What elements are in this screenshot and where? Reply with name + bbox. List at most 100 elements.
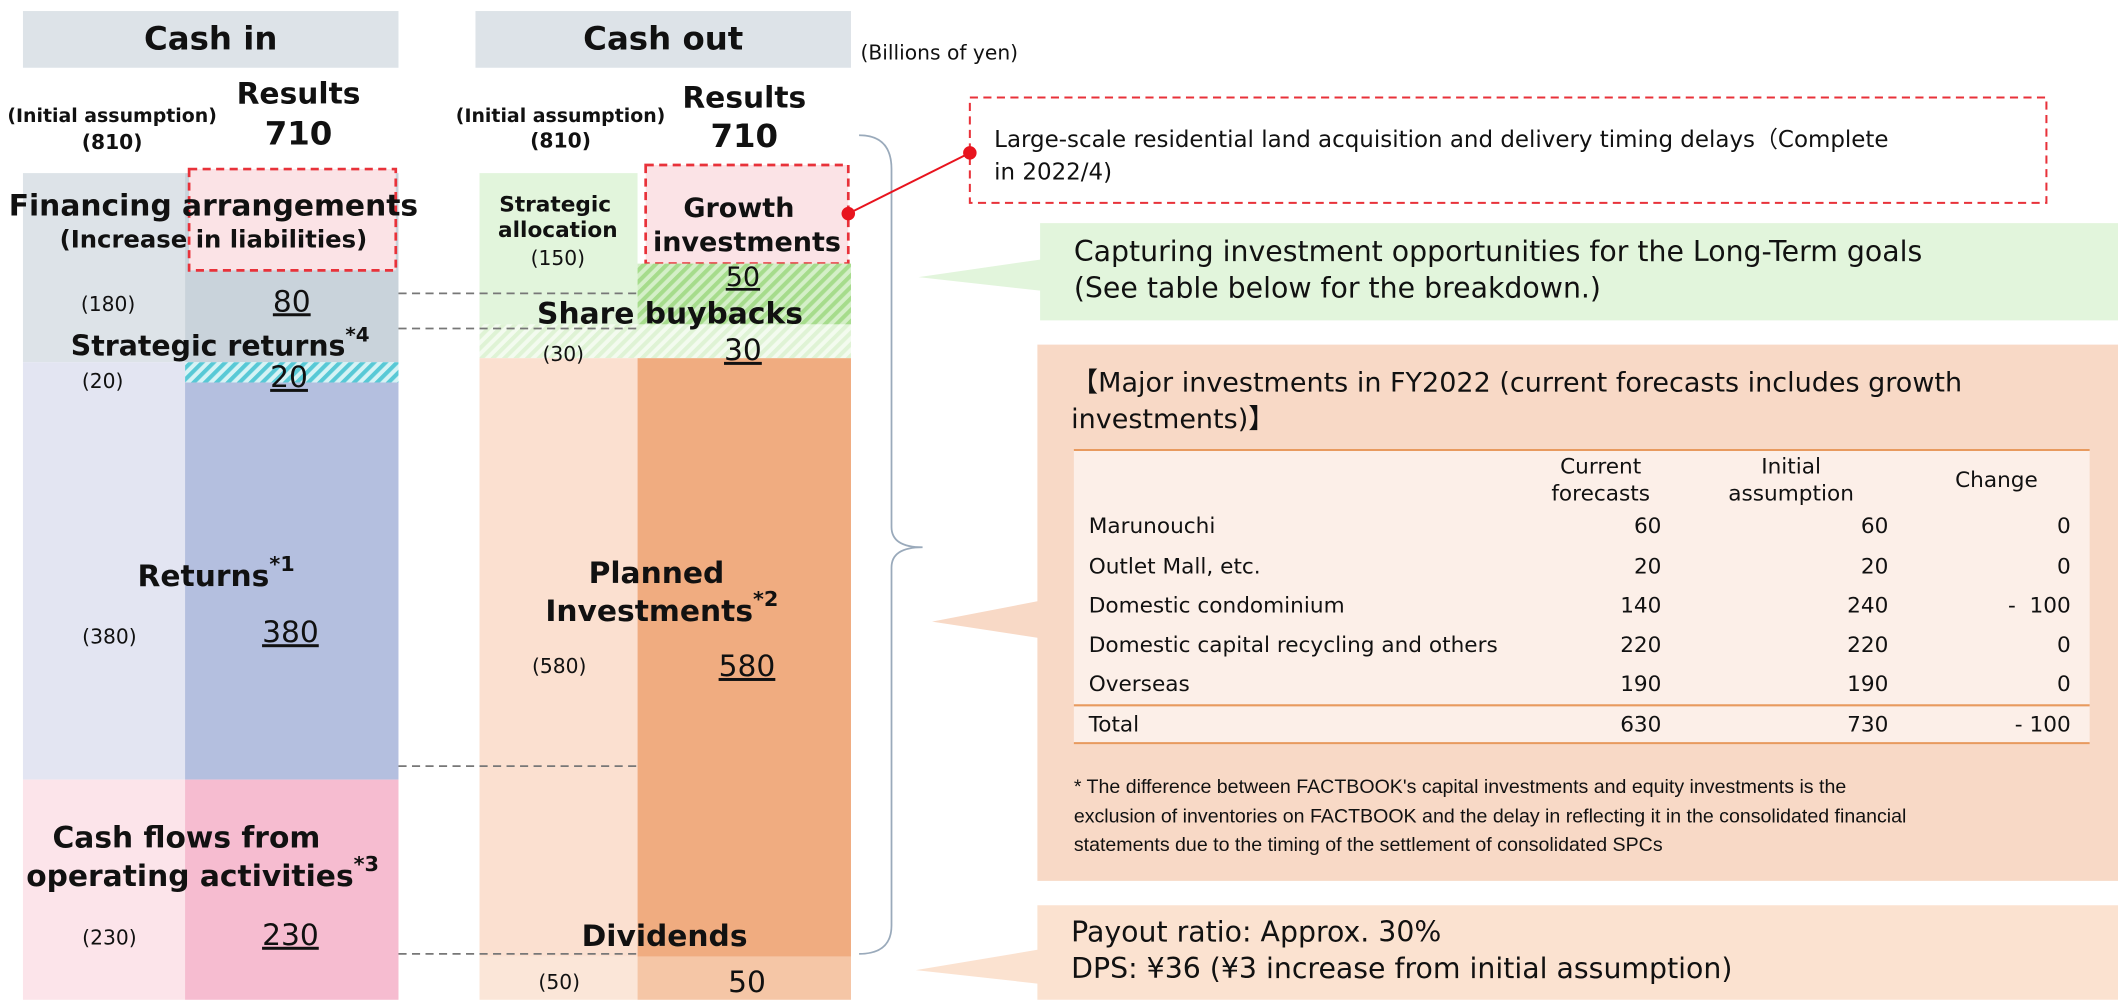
column-header: Initial xyxy=(1761,455,1821,480)
callout-text: DPS: ¥36 (¥3 increase from initial assum… xyxy=(1071,952,1732,985)
cell: 190 xyxy=(1847,672,1888,697)
label: Results xyxy=(682,80,806,115)
cell: 220 xyxy=(1620,633,1661,658)
callout xyxy=(918,223,2118,321)
cell: 60 xyxy=(1861,514,1889,539)
block xyxy=(479,358,638,957)
value: 50 xyxy=(726,262,760,293)
block xyxy=(637,263,851,325)
cell: 0 xyxy=(2057,555,2071,580)
value: (380) xyxy=(82,624,136,648)
row-label: Overseas xyxy=(1089,672,1190,697)
block xyxy=(637,956,851,1000)
row-label: Domestic condominium xyxy=(1089,594,1345,619)
value: 380 xyxy=(262,615,319,650)
label: Results xyxy=(237,76,361,111)
value: 50 xyxy=(728,965,766,1000)
cell: 140 xyxy=(1620,594,1661,619)
label: Financing arrangements xyxy=(9,188,418,223)
cell: - 100 xyxy=(2015,713,2071,738)
pointer xyxy=(847,151,971,215)
label: (Initial assumption) xyxy=(456,105,666,127)
cell: 240 xyxy=(1847,594,1888,619)
block xyxy=(479,173,638,325)
row-label: Marunouchi xyxy=(1089,514,1216,539)
value: (230) xyxy=(82,925,136,949)
cell: 0 xyxy=(2057,672,2071,697)
block xyxy=(22,779,186,1000)
block xyxy=(185,382,399,780)
callout-text: Capturing investment opportunities for t… xyxy=(1074,235,1922,268)
cash-in-column: Cash in (Initial assumption) (810) Resul… xyxy=(7,11,418,1000)
dashed-box xyxy=(187,167,398,272)
table-title: investments)】 xyxy=(1071,404,1275,435)
cell: 220 xyxy=(1847,633,1888,658)
block xyxy=(185,779,399,1000)
column-header: Change xyxy=(1955,468,2038,493)
callout-text: (See table below for the breakdown.) xyxy=(1074,271,1601,304)
value: (810) xyxy=(82,130,143,154)
row-label: Total xyxy=(1088,713,1139,738)
value: 580 xyxy=(719,649,776,684)
block xyxy=(637,358,851,957)
column-header: forecasts xyxy=(1551,482,1650,507)
dot xyxy=(963,146,977,160)
label: Strategic xyxy=(499,193,611,218)
label: Growth xyxy=(683,193,794,224)
value: 80 xyxy=(273,284,311,319)
cell: 730 xyxy=(1847,713,1888,738)
value: (810) xyxy=(530,129,591,153)
cell: 0 xyxy=(2057,633,2071,658)
cell: 20 xyxy=(1634,555,1662,580)
label: Investments*2 xyxy=(545,587,778,628)
cell: 60 xyxy=(1634,514,1662,539)
column-header: Current xyxy=(1560,455,1641,480)
header: Cash out xyxy=(583,20,743,58)
unit: (Billions of yen) xyxy=(860,41,1018,65)
value: 230 xyxy=(262,918,319,953)
label: (Increase in liabilities) xyxy=(60,225,368,254)
header: Cash in xyxy=(144,20,277,58)
value: 20 xyxy=(270,360,308,395)
block xyxy=(479,956,638,1000)
cell: 20 xyxy=(1861,555,1889,580)
label: Planned xyxy=(589,556,725,591)
label: (Initial assumption) xyxy=(7,105,217,127)
cell: 0 xyxy=(2057,514,2071,539)
row-label: Domestic capital recycling and others xyxy=(1089,633,1498,658)
note-text: Large-scale residential land acquisition… xyxy=(994,127,1888,153)
value: (30) xyxy=(542,342,584,366)
cell: 630 xyxy=(1620,713,1661,738)
block xyxy=(22,362,186,780)
cell: - 100 xyxy=(2008,594,2071,619)
footnote: statements due to the timing of the sett… xyxy=(1074,834,1663,856)
label: investments xyxy=(653,227,841,258)
footnote: exclusion of inventories on FACTBOOK and… xyxy=(1074,806,1907,828)
table-title: 【Major investments in FY2022 (current fo… xyxy=(1071,367,1962,398)
header-bg xyxy=(475,11,851,68)
column-header: assumption xyxy=(1728,482,1854,507)
table-bg xyxy=(1073,450,2090,744)
label: Share buybacks xyxy=(537,296,803,331)
label: Dividends xyxy=(582,919,748,954)
row-label: Outlet Mall, etc. xyxy=(1089,555,1261,580)
block xyxy=(479,324,851,359)
callout xyxy=(915,905,2118,1000)
bracket xyxy=(859,134,923,955)
footnote: * The difference between FACTBOOK's capi… xyxy=(1074,776,1847,798)
callout-text: Payout ratio: Approx. 30% xyxy=(1071,916,1441,949)
note-text: in 2022/4) xyxy=(994,160,1112,186)
block xyxy=(22,173,186,363)
value: 30 xyxy=(724,333,762,368)
value: (580) xyxy=(532,654,586,678)
value: (50) xyxy=(538,970,580,994)
block xyxy=(185,362,399,383)
label: Strategic returns*4 xyxy=(71,323,370,362)
value: 710 xyxy=(710,117,778,155)
value: (150) xyxy=(531,246,585,270)
note-box xyxy=(968,96,2048,204)
dot xyxy=(841,206,856,221)
label: allocation xyxy=(498,218,618,243)
